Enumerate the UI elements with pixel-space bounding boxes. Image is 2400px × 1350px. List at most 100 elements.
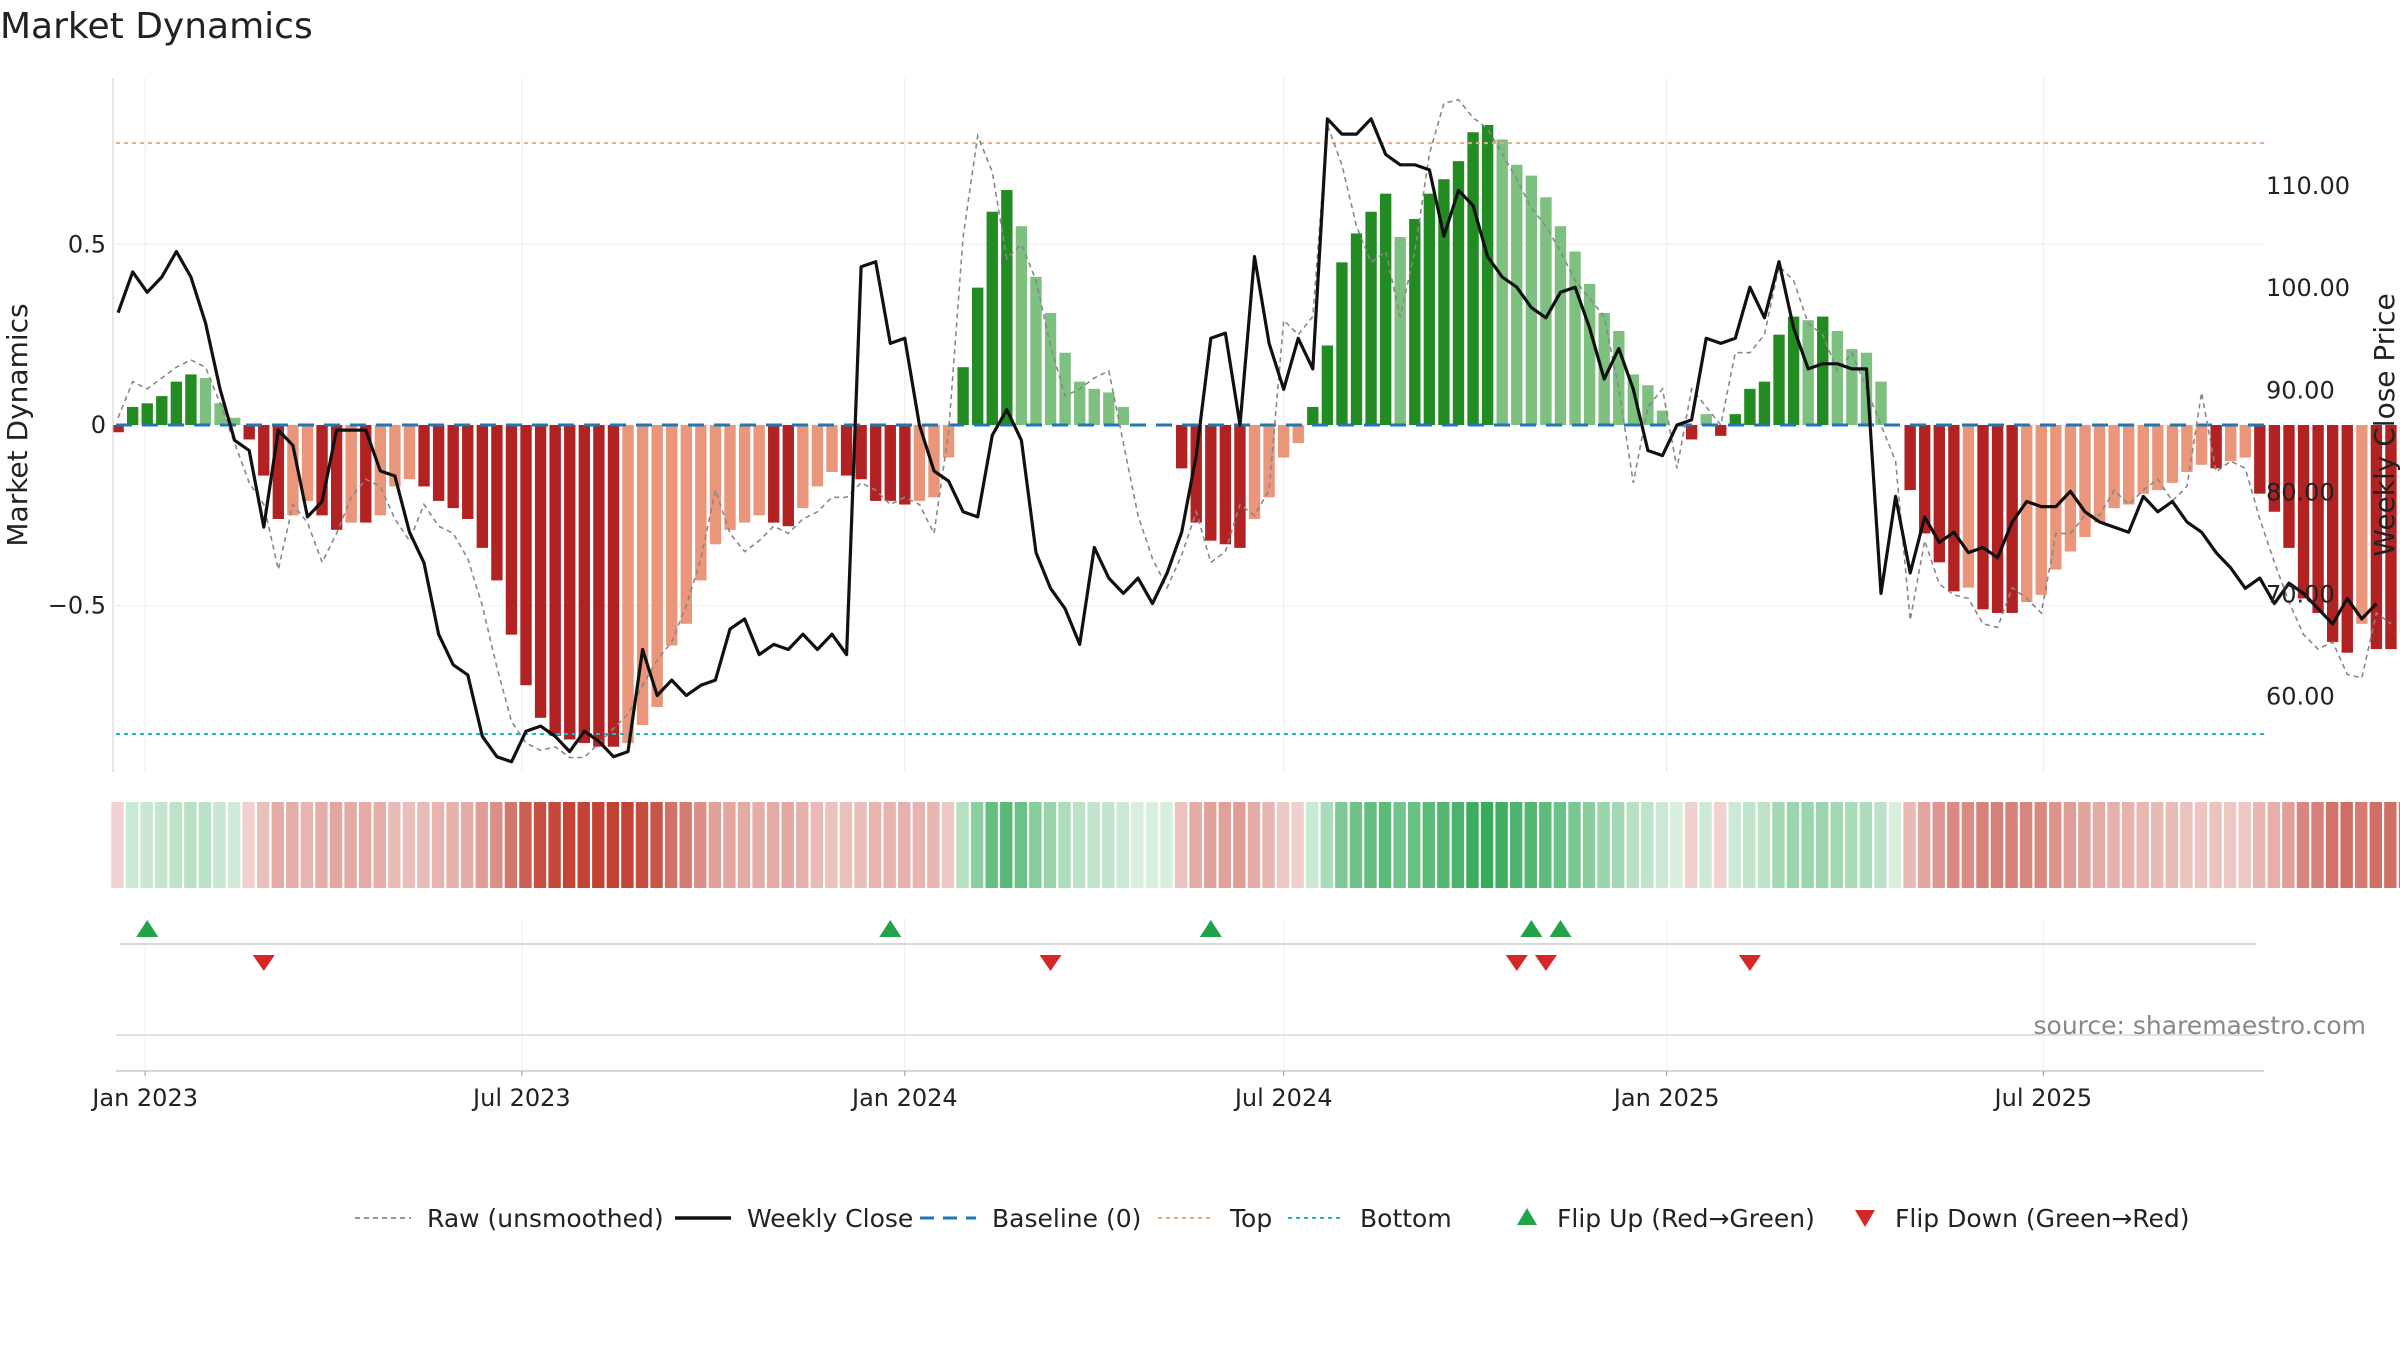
dynamics-bar <box>287 425 299 516</box>
regime-cell <box>2136 802 2149 888</box>
dynamics-bar <box>112 425 124 433</box>
date-tick-label: Jul 2024 <box>1233 1084 1333 1112</box>
regime-cell <box>1087 802 1100 888</box>
regime-cell <box>227 802 241 888</box>
regime-cell <box>2078 802 2091 888</box>
regime-cell <box>1553 802 1567 888</box>
regime-cell <box>1786 802 1800 888</box>
regime-cell <box>1029 802 1042 888</box>
dynamics-bar <box>782 425 794 527</box>
regime-cell <box>402 802 416 888</box>
dynamics-bar <box>884 425 896 501</box>
dynamics-bar <box>1802 320 1814 425</box>
dynamics-bar <box>2050 425 2062 570</box>
regime-cell <box>1393 802 1406 888</box>
dynamics-bar <box>666 425 678 646</box>
regime-cell <box>2049 802 2062 888</box>
dynamics-bar <box>1030 276 1042 425</box>
date-tick-label: Jan 2023 <box>90 1084 198 1112</box>
dynamics-bar <box>768 425 780 523</box>
dynamics-bar <box>2108 425 2120 509</box>
raw-line-layer <box>117 98 2392 759</box>
source-note: source: sharemaestro.com <box>2034 1011 2367 1040</box>
regime-cell <box>2398 802 2400 888</box>
dynamics-bar <box>1919 425 1931 534</box>
dynamics-bar <box>1438 179 1450 425</box>
regime-cell <box>1451 802 1465 888</box>
dynamics-bar <box>214 403 226 425</box>
dynamics-bar <box>695 425 707 581</box>
dynamics-bar <box>258 425 270 476</box>
dynamics-bar <box>1496 139 1508 425</box>
regime-cell <box>2384 802 2397 888</box>
regime-cell <box>2209 802 2222 888</box>
dynamics-bar <box>2239 425 2251 458</box>
dynamics-bar <box>1583 284 1596 425</box>
date-tick-label: Jan 2025 <box>1612 1084 1720 1112</box>
regime-cell <box>868 802 882 888</box>
dynamics-bar <box>2166 425 2179 483</box>
dynamics-bar <box>1569 251 1581 425</box>
legend: Raw (unsmoothed) Weekly Close Baseline (0)… <box>355 1204 2190 1233</box>
regime-cell <box>329 802 343 888</box>
regime-cell <box>1932 802 1945 888</box>
legend-item: Flip Down (Green→Red) <box>1855 1204 2190 1233</box>
regime-cell <box>1233 802 1246 888</box>
legend-label: Weekly Close <box>747 1204 913 1233</box>
legend-flip-down-icon <box>1855 1210 1875 1227</box>
dynamics-bar <box>2356 425 2368 624</box>
dynamics-bar <box>2283 425 2295 548</box>
dynamics-bar <box>986 211 998 425</box>
left-axis-label: Market Dynamics <box>1 303 34 546</box>
regime-cell <box>562 802 576 888</box>
regime-cell <box>388 802 401 888</box>
right-axis-label: Weekly Close Price <box>2368 293 2400 556</box>
left-tick-label: 0 <box>91 411 106 439</box>
regime-cell <box>2180 802 2193 888</box>
dynamics-bar <box>301 425 314 501</box>
chart-title: Market Dynamics <box>0 6 313 47</box>
regime-cell <box>1699 802 1712 888</box>
regime-cell <box>854 802 867 888</box>
flip-markers <box>116 918 2264 1072</box>
dynamics-bar <box>797 425 809 509</box>
regime-cell <box>242 802 255 888</box>
right-tick-label: 100.00 <box>2266 274 2350 302</box>
regime-cell <box>1145 802 1159 888</box>
regime-cell <box>169 802 182 888</box>
legend-label: Raw (unsmoothed) <box>427 1204 664 1233</box>
dynamics-bar <box>1977 425 1989 610</box>
dynamics-bar <box>1831 331 1843 425</box>
dynamics-bar <box>2035 425 2047 595</box>
regime-cell <box>1815 802 1829 888</box>
regime-cell <box>737 802 751 888</box>
dynamics-bar <box>738 425 751 523</box>
dynamics-bar <box>957 367 969 425</box>
dynamics-bar <box>520 425 532 686</box>
flip-up-marker <box>1549 920 1572 937</box>
dynamics-bar <box>1685 425 1698 440</box>
dynamics-bar <box>2341 425 2353 653</box>
regime-cell <box>1291 802 1304 888</box>
regime-cell <box>2063 802 2077 888</box>
regime-cell <box>970 802 984 888</box>
regime-cell <box>1524 802 1537 888</box>
dynamics-bar <box>170 381 183 425</box>
dynamics-bar <box>680 425 692 624</box>
dynamics-bar <box>156 396 168 425</box>
legend-item: Baseline (0) <box>920 1204 1141 1233</box>
regime-cell <box>315 802 328 888</box>
regime-cell <box>1422 802 1435 888</box>
regime-cell <box>533 802 547 888</box>
regime-cell <box>475 802 488 888</box>
regime-cell <box>621 802 634 888</box>
dynamics-bar <box>1292 425 1304 444</box>
dynamics-bar <box>1044 312 1057 425</box>
dynamics-bar <box>403 425 416 480</box>
regime-cell <box>1713 802 1727 888</box>
dynamics-bar <box>1933 425 1945 563</box>
dynamics-bar <box>432 425 445 501</box>
regime-cell <box>1014 802 1028 888</box>
regime-cell <box>810 802 824 888</box>
dynamics-bar <box>1787 316 1800 425</box>
